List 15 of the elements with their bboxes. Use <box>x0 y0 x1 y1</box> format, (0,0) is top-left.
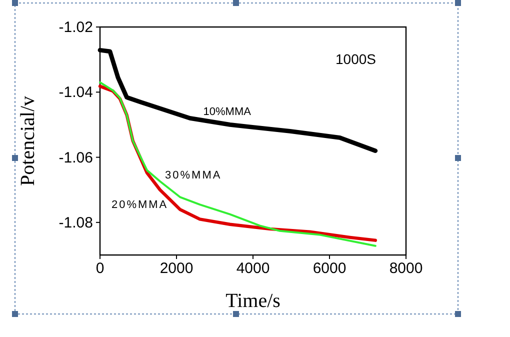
series-label: 20%MMA <box>111 198 168 211</box>
x-tick-label: 4000 <box>236 260 270 277</box>
x-axis-title: Time/s <box>226 290 281 312</box>
y-tick-label: -1.02 <box>58 19 93 36</box>
y-tick-label: -1.04 <box>58 84 93 102</box>
x-tick-label: 6000 <box>312 260 346 277</box>
series-label: 30%MMA <box>165 169 222 182</box>
x-tick-label: 0 <box>96 260 104 277</box>
x-tick-label: 2000 <box>160 260 194 277</box>
y-tick-label: -1.08 <box>58 214 93 232</box>
x-tick-label: 8000 <box>389 260 423 277</box>
series-label: 10%MMA <box>203 106 252 118</box>
y-axis-title: Potencial/v <box>17 96 39 186</box>
annotation: 1000S <box>336 51 376 67</box>
y-tick-label: -1.06 <box>58 149 93 166</box>
